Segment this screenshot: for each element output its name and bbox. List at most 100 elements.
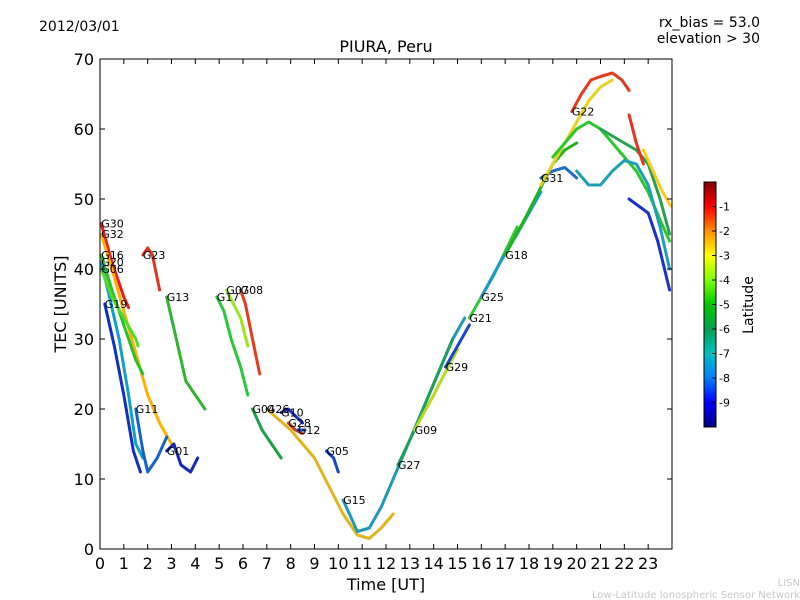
date-label: 2012/03/01 (39, 19, 120, 35)
colorbar-tick-label: -5 (719, 299, 730, 312)
series-line-unlabeled-34 (627, 113, 645, 166)
y-tick-label: 60 (74, 120, 94, 139)
series-line-g18 (503, 141, 579, 257)
satellite-label-g10: G10 (281, 407, 304, 420)
series-line-unlabeled-28 (539, 78, 614, 187)
footer-network: Low-Latitude Ionospheric Sensor Network (592, 590, 800, 600)
satellite-label-g26: G26 (267, 403, 290, 416)
x-tick-label: 13 (400, 554, 420, 573)
satellite-label-g05: G05 (326, 445, 349, 458)
satellite-label-g22: G22 (572, 106, 595, 119)
satellite-label-g04: G04 (253, 403, 276, 416)
footer-lisn: LISN (778, 578, 800, 589)
series-line-g08 (239, 288, 262, 376)
colorbar-tick-label: -9 (719, 397, 730, 410)
colorbar-tick-label: -7 (719, 348, 730, 361)
series-line-g07 (224, 288, 250, 348)
satellite-label-g07: G07 (226, 284, 249, 297)
x-tick-label: 21 (590, 554, 610, 573)
x-axis: 0 1 2 3 4 5 6 7 8 9 10 11 12 13 14 15 16 17 18 19 20 21 22 23 (95, 59, 658, 573)
satellite-label-g11: G11 (136, 403, 159, 416)
y-axis: 0 10 20 30 40 50 60 70 (74, 50, 672, 559)
series-line-g09 (413, 348, 459, 432)
x-tick-label: 22 (614, 554, 634, 573)
y-tick-label: 50 (74, 190, 94, 209)
satellite-label-g29: G29 (446, 361, 469, 374)
series-line-g32 (99, 232, 173, 446)
x-tick-label: 4 (190, 554, 200, 573)
colorbar-tick-label: -1 (719, 201, 730, 214)
series-line-g23 (141, 246, 162, 292)
series-line-g05 (324, 449, 340, 474)
x-tick-label: 20 (566, 554, 586, 573)
satellite-label-g27: G27 (398, 459, 421, 472)
elevation-label: elevation > 30 (657, 31, 760, 47)
chart-title: PIURA, Peru (339, 37, 432, 56)
y-tick-label: 30 (74, 330, 94, 349)
series-line-g27 (396, 337, 455, 467)
satellite-label-g30: G30 (101, 218, 124, 231)
satellite-label-g19: G19 (105, 298, 128, 311)
series-line-g16 (99, 253, 145, 376)
satellite-label-g17: G17 (217, 291, 240, 304)
series-line-g13 (165, 295, 207, 411)
series-line-unlabeled-33 (641, 148, 673, 208)
x-tick-label: 15 (447, 554, 467, 573)
x-axis-label: Time [UT] (346, 575, 425, 594)
series-line-g06 (99, 267, 140, 348)
series-line-g19 (103, 302, 142, 474)
satellite-label-g01: G01 (167, 445, 190, 458)
series-line-g29 (444, 323, 471, 369)
x-tick-label: 2 (143, 554, 153, 573)
x-tick-label: 18 (519, 554, 539, 573)
satellite-label-g31: G31 (541, 172, 564, 185)
colorbar-ticks: -1 -2 -3 -4 -5 -6 -7 -8 -9 (712, 201, 730, 410)
colorbar-tick-label: -8 (719, 372, 730, 385)
series-line-g01 (165, 442, 200, 474)
series-line-unlabeled-30 (575, 159, 672, 271)
y-axis-label: TEC [UNITS] (51, 256, 70, 354)
colorbar-label: Latitude (741, 276, 757, 334)
series-line-g17 (215, 295, 250, 397)
x-tick-label: 8 (286, 554, 296, 573)
colorbar: -1 -2 -3 -4 -5 -6 -7 -8 -9 Latitude (703, 181, 757, 428)
series-line-g30 (99, 222, 131, 309)
x-tick-label: 6 (238, 554, 248, 573)
series-line-unlabeled-31 (599, 127, 672, 236)
plot-frame (99, 58, 673, 550)
satellite-label-g12: G12 (298, 424, 321, 437)
rx-bias-label: rx_bias = 53.0 (659, 15, 760, 31)
satellite-label-g28: G28 (288, 417, 311, 430)
satellite-label-g25: G25 (481, 291, 504, 304)
y-tick-label: 0 (84, 540, 94, 559)
satellite-label-g21: G21 (469, 312, 492, 325)
satellite-label-g23: G23 (143, 249, 166, 262)
series-line-unlabeled-32 (627, 197, 672, 292)
x-tick-label: 23 (638, 554, 658, 573)
series-line-g26 (265, 407, 395, 540)
y-tick-label: 70 (74, 50, 94, 69)
x-tick-label: 3 (166, 554, 176, 573)
x-tick-label: 10 (328, 554, 348, 573)
x-tick-label: 17 (495, 554, 515, 573)
colorbar-tick-label: -6 (719, 323, 730, 336)
colorbar-tick-label: -3 (719, 250, 730, 263)
x-tick-label: 0 (95, 554, 105, 573)
x-tick-label: 1 (119, 554, 129, 573)
satellite-label-g16: G16 (101, 249, 124, 262)
satellite-label-g32: G32 (101, 228, 124, 241)
colorbar-tick-label: -2 (719, 225, 730, 238)
colorbar-tick-label: -4 (719, 274, 730, 287)
series-line-g04 (251, 407, 283, 460)
satellite-label-g15: G15 (343, 494, 366, 507)
x-tick-label: 7 (262, 554, 272, 573)
y-tick-label: 40 (74, 260, 94, 279)
x-tick-label: 19 (543, 554, 563, 573)
series-line-g11 (134, 407, 169, 474)
x-tick-label: 16 (471, 554, 491, 573)
series-line-g10 (279, 407, 305, 425)
x-tick-label: 9 (309, 554, 319, 573)
